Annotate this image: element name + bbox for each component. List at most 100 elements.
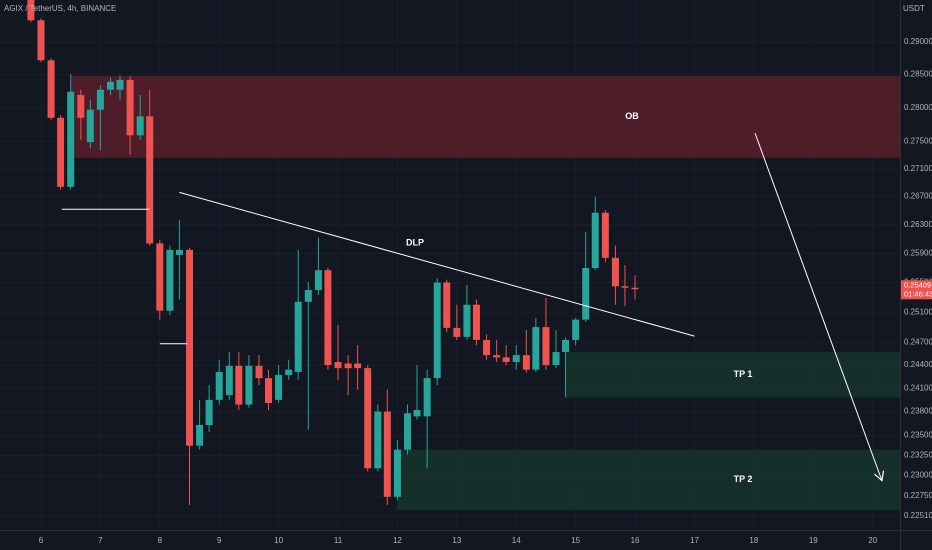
y-tick-label: 0.23000 [904,471,932,480]
candle-body [186,249,194,446]
y-tick-label: 0.23250 [904,450,932,459]
candle-body [67,91,75,187]
y-tick-label: 0.24400 [904,360,932,369]
candle-body [443,282,451,328]
x-tick-label: 6 [39,536,44,545]
price-tag-value: 0.25409 [904,280,931,289]
candle-body [611,257,619,287]
candle-body [502,357,510,362]
arrow [754,133,882,479]
candle-body [562,339,570,353]
candle-body [215,371,223,400]
x-tick-label: 7 [98,536,103,545]
y-tick-label: 0.26700 [904,192,932,201]
candle-body [344,363,352,369]
candle-body [483,339,491,356]
candle-body [423,378,431,417]
y-tick-label: 0.24100 [904,383,932,392]
x-tick-label: 8 [158,536,163,545]
candle-body [433,282,441,379]
candle-body [285,369,293,376]
candle-body [631,287,639,290]
candle-body [552,352,560,366]
candle-body [265,378,273,403]
candle-body [205,399,213,426]
zone-label: OB [625,111,639,121]
candle-body [334,361,342,369]
candle-body [304,289,312,302]
candle-body [404,413,412,450]
candle-body [572,319,580,340]
zone [70,75,901,158]
y-tick-label: 0.28500 [904,70,932,79]
candle-body [156,243,164,311]
candle-body [235,365,243,405]
candle-body [472,304,480,340]
y-tick-label: 0.25100 [904,307,932,316]
zone-label: TP 1 [734,369,753,379]
symbol-info: AGIX / TetherUS, 4h, BINANCE [4,4,116,13]
candle-body [126,79,134,136]
trendline [179,191,695,337]
candle-body [393,449,401,497]
candle-body [453,327,461,337]
candle-body [542,327,550,366]
candle-body [86,109,94,143]
x-tick-label: 13 [452,536,461,545]
zone-label: TP 2 [734,474,753,484]
quote-unit: USDT [903,4,925,13]
x-tick-label: 12 [393,536,402,545]
candle-body [413,410,421,417]
candle-body [364,368,372,469]
candle-body [374,411,382,469]
candle-body [383,411,391,497]
x-tick-label: 14 [512,536,521,545]
candle-body [493,355,501,358]
x-tick-label: 17 [690,536,699,545]
candle-body [116,79,124,90]
y-tick-label: 0.28000 [904,103,932,112]
candle-body [106,81,114,90]
candle-body [175,249,183,255]
price-tag [901,280,932,300]
candle-body [245,365,253,405]
zone [565,352,900,398]
y-tick-label: 0.23500 [904,430,932,439]
x-tick-label: 20 [868,536,877,545]
candle-body [601,212,609,258]
candle-body [275,375,283,400]
candle-body [77,95,85,118]
candle-body [532,327,540,370]
y-tick-label: 0.26300 [904,220,932,229]
candle-body [225,365,233,396]
x-tick-label: 11 [334,536,343,545]
x-tick-label: 16 [631,536,640,545]
candle-body [166,249,174,311]
candle-body [196,425,204,446]
x-tick-label: 10 [274,536,283,545]
y-tick-label: 0.27500 [904,137,932,146]
price-tag-countdown: 01:46:43 [904,289,932,298]
candle-body [582,267,590,320]
candle-body [146,116,154,244]
y-tick-label: 0.23800 [904,407,932,416]
candle-body [314,270,322,290]
candle-body [57,117,65,187]
candle-body [294,301,302,372]
x-tick-label: 15 [571,536,580,545]
candle-body [463,304,471,337]
zone [397,449,900,511]
candle-body [522,355,530,370]
y-tick-label: 0.29000 [904,37,932,46]
y-tick-label: 0.27100 [904,164,932,173]
y-tick-label: 0.22750 [904,491,932,500]
candle-body [591,212,599,268]
candle-body [255,365,263,379]
candle-body [512,355,520,362]
candle-body [324,270,332,366]
candle-body [354,363,362,369]
y-tick-label: 0.25900 [904,249,932,258]
x-tick-label: 18 [749,536,758,545]
